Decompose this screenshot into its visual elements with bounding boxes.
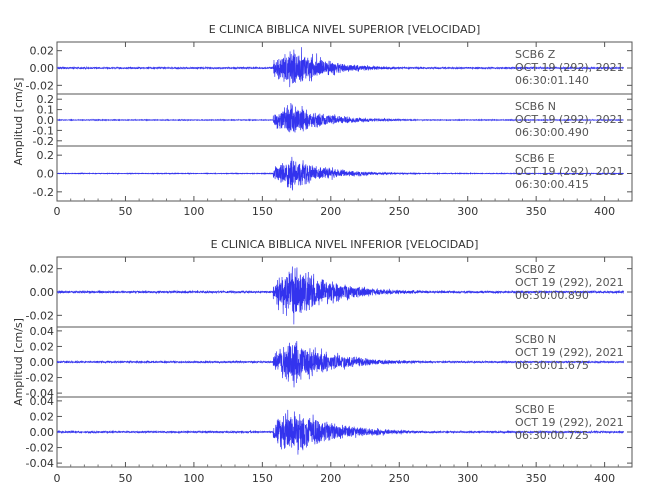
waveform-line: [56, 47, 625, 88]
x-tick-label: 100: [183, 472, 204, 485]
y-tick-label: -0.02: [26, 442, 54, 455]
y-tick-label: -0.2: [33, 135, 54, 148]
chart-panel-2: E CLINICA BIBLICA NIVEL INFERIOR [VELOCI…: [12, 238, 633, 485]
x-tick-label: 300: [457, 472, 478, 485]
y-tick-label: 0.2: [37, 93, 55, 106]
y-tick-label: 0.2: [37, 149, 55, 162]
x-tick-label: 200: [320, 472, 341, 485]
date-label: OCT 19 (292), 2021: [515, 61, 624, 74]
y-tick-label: 0.02: [30, 263, 55, 276]
x-tick-label: 150: [252, 205, 273, 218]
y-tick-label: 0.00: [30, 62, 55, 75]
x-tick-label: 250: [389, 205, 410, 218]
time-label: 06:30:00.415: [515, 178, 589, 191]
station-component-label: SCB0 E: [515, 403, 555, 416]
y-tick-label: 0.0: [37, 114, 55, 127]
date-label: OCT 19 (292), 2021: [515, 165, 624, 178]
y-tick-label: 0.02: [30, 45, 55, 58]
time-label: 06:30:00.890: [515, 289, 589, 302]
y-tick-label: -0.02: [26, 372, 54, 385]
waveform-line: [57, 409, 625, 455]
y-tick-label: 0.00: [30, 286, 55, 299]
x-tick-label: 50: [118, 472, 132, 485]
y-tick-label: 0.02: [30, 340, 55, 353]
y-tick-label: 0.0: [37, 168, 55, 181]
x-tick-label: 300: [457, 205, 478, 218]
time-label: 06:30:00.490: [515, 126, 589, 139]
x-tick-label: 50: [118, 205, 132, 218]
x-tick-label: 350: [526, 205, 547, 218]
y-tick-label: -0.02: [26, 309, 54, 322]
y-tick-label: 0.04: [30, 325, 55, 338]
chart-title: E CLINICA BIBLICA NIVEL INFERIOR [VELOCI…: [211, 238, 479, 251]
y-tick-label: 0.04: [30, 395, 55, 408]
date-label: OCT 19 (292), 2021: [515, 416, 624, 429]
x-tick-label: 0: [54, 205, 61, 218]
station-component-label: SCB0 Z: [515, 263, 556, 276]
y-tick-label: 0.1: [37, 104, 55, 117]
waveform-line: [57, 102, 624, 133]
time-label: 06:30:00.725: [515, 429, 589, 442]
x-tick-label: 150: [252, 472, 273, 485]
chart-title: E CLINICA BIBLICA NIVEL SUPERIOR [VELOCI…: [209, 23, 481, 36]
waveform-line: [57, 156, 624, 191]
y-tick-label: 0.00: [30, 356, 55, 369]
date-label: OCT 19 (292), 2021: [515, 276, 624, 289]
station-component-label: SCB6 E: [515, 152, 555, 165]
waveform-line: [56, 340, 625, 388]
date-label: OCT 19 (292), 2021: [515, 113, 624, 126]
y-tick-label: -0.04: [26, 457, 54, 470]
x-tick-label: 100: [183, 205, 204, 218]
x-tick-label: 0: [54, 472, 61, 485]
y-tick-label: -0.04: [26, 387, 54, 400]
station-component-label: SCB0 N: [515, 333, 556, 346]
y-axis-label: Amplitud [cm/s]: [12, 78, 25, 166]
time-label: 06:30:01.140: [515, 74, 589, 87]
x-tick-label: 400: [594, 205, 615, 218]
time-label: 06:30:01.675: [515, 359, 589, 372]
x-tick-label: 200: [320, 205, 341, 218]
y-tick-label: 0.02: [30, 410, 55, 423]
x-tick-label: 350: [526, 472, 547, 485]
y-tick-label: 0.00: [30, 426, 55, 439]
station-component-label: SCB6 N: [515, 100, 556, 113]
y-tick-label: -0.2: [33, 186, 54, 199]
station-component-label: SCB6 Z: [515, 48, 556, 61]
y-tick-label: -0.1: [33, 124, 54, 137]
date-label: OCT 19 (292), 2021: [515, 346, 624, 359]
chart-panel-1: E CLINICA BIBLICA NIVEL SUPERIOR [VELOCI…: [12, 23, 633, 218]
y-axis-label: Amplitud [cm/s]: [12, 318, 25, 406]
y-tick-label: -0.02: [26, 79, 54, 92]
x-tick-label: 400: [594, 472, 615, 485]
x-tick-label: 250: [389, 472, 410, 485]
waveform-line: [56, 266, 625, 325]
